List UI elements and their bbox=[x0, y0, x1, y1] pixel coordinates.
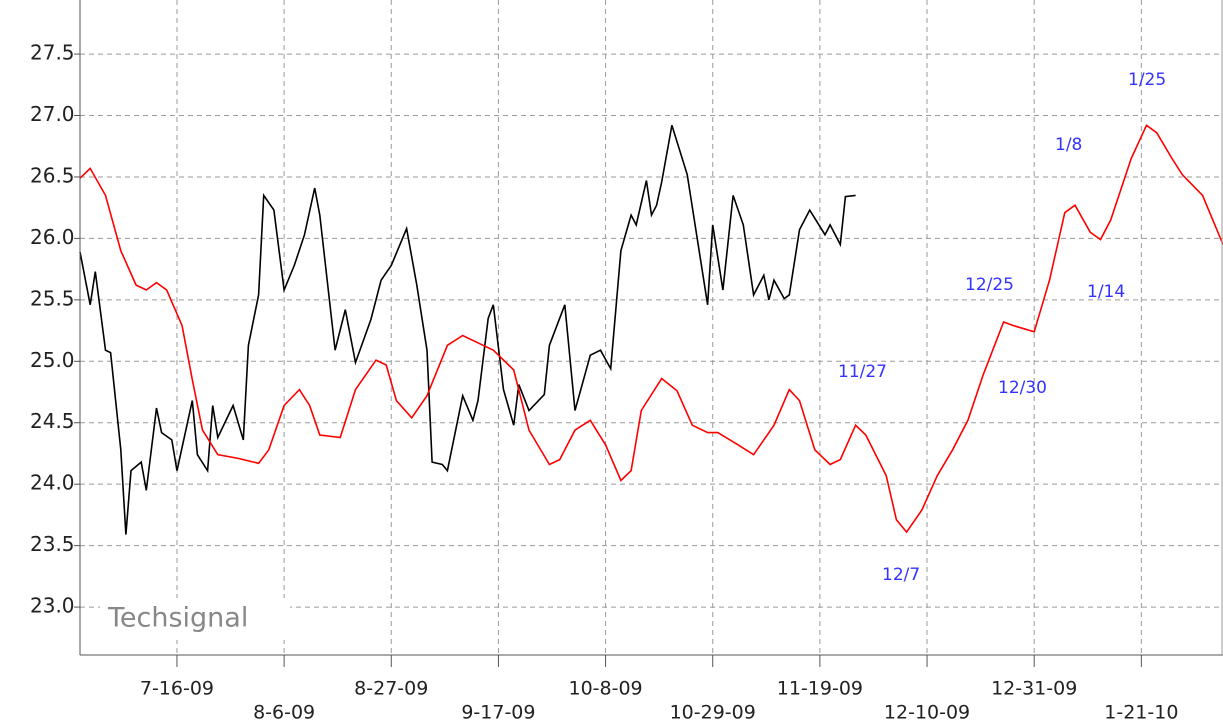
watermark: Techsignal bbox=[107, 603, 248, 634]
y-tick-label: 27.5 bbox=[30, 41, 75, 65]
series-layer bbox=[79, 124, 1223, 535]
price-line bbox=[79, 125, 856, 535]
y-tick-label: 23.0 bbox=[30, 594, 75, 618]
x-tick-label: 8-6-09 bbox=[253, 702, 315, 724]
annotation: 1/14 bbox=[1087, 282, 1125, 302]
x-tick-label: 8-27-09 bbox=[354, 678, 428, 700]
x-tick-label: 1-21-10 bbox=[1104, 702, 1178, 724]
annotation: 12/7 bbox=[882, 565, 920, 585]
annotation: 12/30 bbox=[998, 378, 1047, 398]
annotation: 11/27 bbox=[838, 362, 887, 382]
y-tick-label: 25.5 bbox=[30, 286, 75, 310]
x-tick-label: 7-16-09 bbox=[140, 678, 214, 700]
y-tick-label: 24.5 bbox=[30, 409, 75, 433]
x-tick-label: 12-31-09 bbox=[991, 678, 1077, 700]
y-tick-label: 24.0 bbox=[30, 471, 75, 495]
y-tick-label: 26.5 bbox=[30, 163, 75, 187]
watermark-bg bbox=[100, 598, 290, 640]
y-tick-label: 25.0 bbox=[30, 348, 75, 372]
y-tick-label: 27.0 bbox=[30, 102, 75, 126]
grid bbox=[74, 0, 1223, 667]
x-tick-label: 9-17-09 bbox=[461, 702, 535, 724]
x-tick-label: 10-29-09 bbox=[670, 702, 756, 724]
price-line bbox=[79, 124, 1223, 534]
y-tick-label: 23.5 bbox=[30, 532, 75, 556]
x-tick-label: 10-8-09 bbox=[568, 678, 642, 700]
x-tick-label: 11-19-09 bbox=[777, 678, 863, 700]
annotation: 1/8 bbox=[1055, 135, 1082, 155]
x-tick-label: 12-10-09 bbox=[884, 702, 970, 724]
labels: 23.0 23.5 24.0 24.5 25.0 25.5 26.0 26.5 27.0 27.5… bbox=[30, 41, 1178, 724]
y-tick-label: 26.0 bbox=[30, 225, 75, 249]
annotation: 12/25 bbox=[965, 275, 1014, 295]
annotation: 1/25 bbox=[1128, 70, 1166, 90]
